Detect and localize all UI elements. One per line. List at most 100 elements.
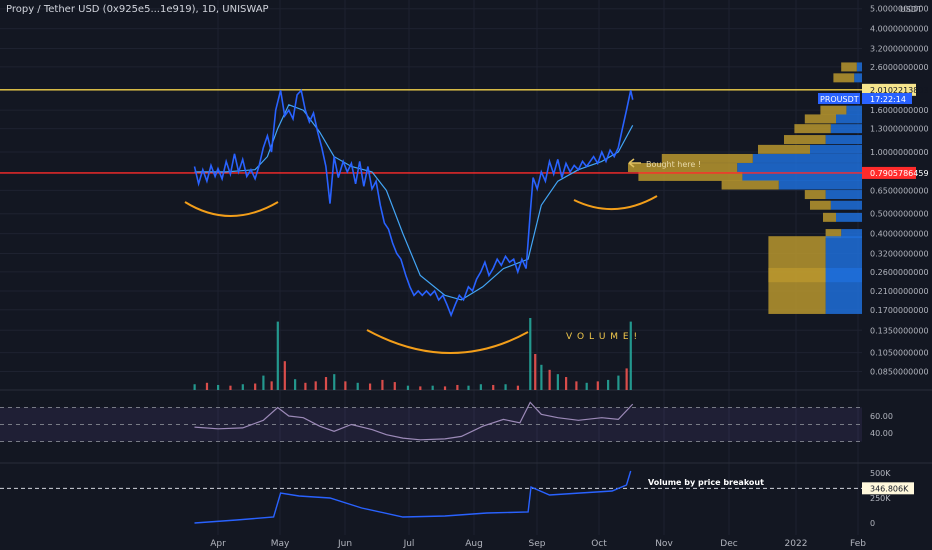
vp-bar-blue <box>856 62 862 72</box>
vp-bar-gold <box>804 114 836 124</box>
price-tick-label: 0.2100000000 <box>870 287 929 296</box>
time-tick-label: Jul <box>403 539 415 549</box>
vp-bar-gold <box>784 135 826 145</box>
time-tick-label: Nov <box>655 539 673 549</box>
vp-bar-blue <box>752 153 862 163</box>
volume-bar <box>262 375 265 390</box>
volume-bar <box>283 361 286 390</box>
volume-bar <box>241 384 244 390</box>
annotation-curves <box>184 158 658 354</box>
vp-bar-gold <box>823 212 836 222</box>
horizontal-levels[interactable] <box>0 89 862 174</box>
vp-bar-blue <box>825 267 862 314</box>
support-price-label: 0.7905786459 <box>870 169 929 178</box>
volume-bar <box>294 379 297 390</box>
vp-bar-gold <box>638 171 743 181</box>
volume-bar <box>356 382 359 390</box>
volume-bar <box>314 381 317 390</box>
vp-bar-gold <box>794 124 831 134</box>
vp-bar-gold <box>825 229 842 239</box>
time-tick-label: Dec <box>720 539 737 549</box>
chart-title: Propy / Tether USD (0x925e5...1e919), 1D… <box>6 4 269 15</box>
price-tick-label: 1.6000000000 <box>870 106 929 115</box>
moving-average-line <box>194 104 634 301</box>
vp-bar-blue <box>846 105 862 115</box>
volume-bar <box>479 384 482 390</box>
price-series <box>193 88 634 318</box>
time-tick-label: Aug <box>465 539 483 549</box>
volume-bar <box>393 382 396 390</box>
vp-bar-blue <box>836 114 862 124</box>
obv-tick-label: 250K <box>870 494 891 503</box>
countdown-label: 17:22:14 <box>870 95 906 104</box>
rsi-band <box>0 407 862 442</box>
vp-bar-blue <box>778 180 862 190</box>
support-price-tag <box>862 166 916 179</box>
volume-bar <box>205 382 209 390</box>
price-tick-label: 0.4000000000 <box>870 230 929 239</box>
time-tick-label: May <box>271 539 290 549</box>
volume-bar <box>617 375 620 390</box>
volume-bar <box>556 374 559 390</box>
volume-bar <box>324 377 328 390</box>
volume-bar <box>575 381 578 390</box>
volume-bar <box>431 385 434 390</box>
volume-bar <box>276 321 279 390</box>
symbol-tag-label: PROUSDT <box>820 95 859 104</box>
price-tick-label: 0.1350000000 <box>870 326 929 335</box>
vp-bar-gold <box>841 62 857 72</box>
price-tick-label: 0.6500000000 <box>870 186 929 195</box>
price-tick-label: 1.3000000000 <box>870 125 929 134</box>
rsi-tick-label: 60.00 <box>870 412 893 421</box>
bought-here-annotation: Bought here ! <box>646 160 701 169</box>
volume-bar <box>443 386 447 390</box>
volume-bar <box>419 386 422 390</box>
vp-bar-blue <box>830 124 862 134</box>
price-tick-label: 0.0850000000 <box>870 367 929 376</box>
price-tick-label: 5.0000000000 <box>870 5 929 14</box>
volume-bar <box>304 382 307 390</box>
indicator-panes <box>0 389 932 464</box>
volume-bar <box>529 318 532 390</box>
rsi-indicator: 60.00 40.00 <box>194 401 893 441</box>
vp-bar-blue <box>810 144 862 154</box>
rsi-tick-label: 40.00 <box>870 429 893 438</box>
volume-bar <box>217 384 220 390</box>
smile-curve-left <box>184 201 279 217</box>
volume-annotation: V O L U M E ! <box>566 332 638 342</box>
time-tick-label: Jun <box>337 539 352 549</box>
volume-profile <box>628 62 862 314</box>
obv-line <box>194 470 632 524</box>
volume-bar <box>540 364 543 390</box>
vp-bar-blue <box>836 212 862 222</box>
price-tick-label: 0.3200000000 <box>870 249 929 258</box>
volume-bar <box>344 381 347 390</box>
price-tick-label: 0.2600000000 <box>870 268 929 277</box>
time-axis[interactable]: Apr May Jun Jul Aug Sep Oct Nov Dec 2022 Feb <box>210 539 866 549</box>
volume-bar <box>456 384 459 390</box>
vp-bar-blue <box>742 171 862 181</box>
vp-bar-blue <box>841 229 862 239</box>
symbol-tag <box>818 93 860 104</box>
vp-bar-blue <box>825 135 862 145</box>
vp-bar-blue <box>854 73 862 83</box>
time-tick-label: Oct <box>591 539 607 549</box>
volume-bar <box>596 381 599 390</box>
volume-bar <box>193 384 196 390</box>
price-tick-label: 1.0000000000 <box>870 148 929 157</box>
vp-bar-gold <box>833 73 855 83</box>
time-tick-label: Sep <box>529 539 546 549</box>
price-tick-label: 3.2000000000 <box>870 44 929 53</box>
obv-tick-label: 0 <box>870 519 875 528</box>
volume-bar <box>467 385 470 390</box>
vp-bar-blue <box>737 163 862 173</box>
axis-unit-label: USDT <box>900 5 922 14</box>
volume-bar <box>254 383 257 390</box>
volume-bar <box>534 354 537 390</box>
obv-indicator: 500K 250K 0 346.806K <box>0 469 914 528</box>
volume-bar <box>565 377 568 390</box>
price-tick-label: 0.5000000000 <box>870 210 929 219</box>
bought-arrow <box>628 158 641 168</box>
